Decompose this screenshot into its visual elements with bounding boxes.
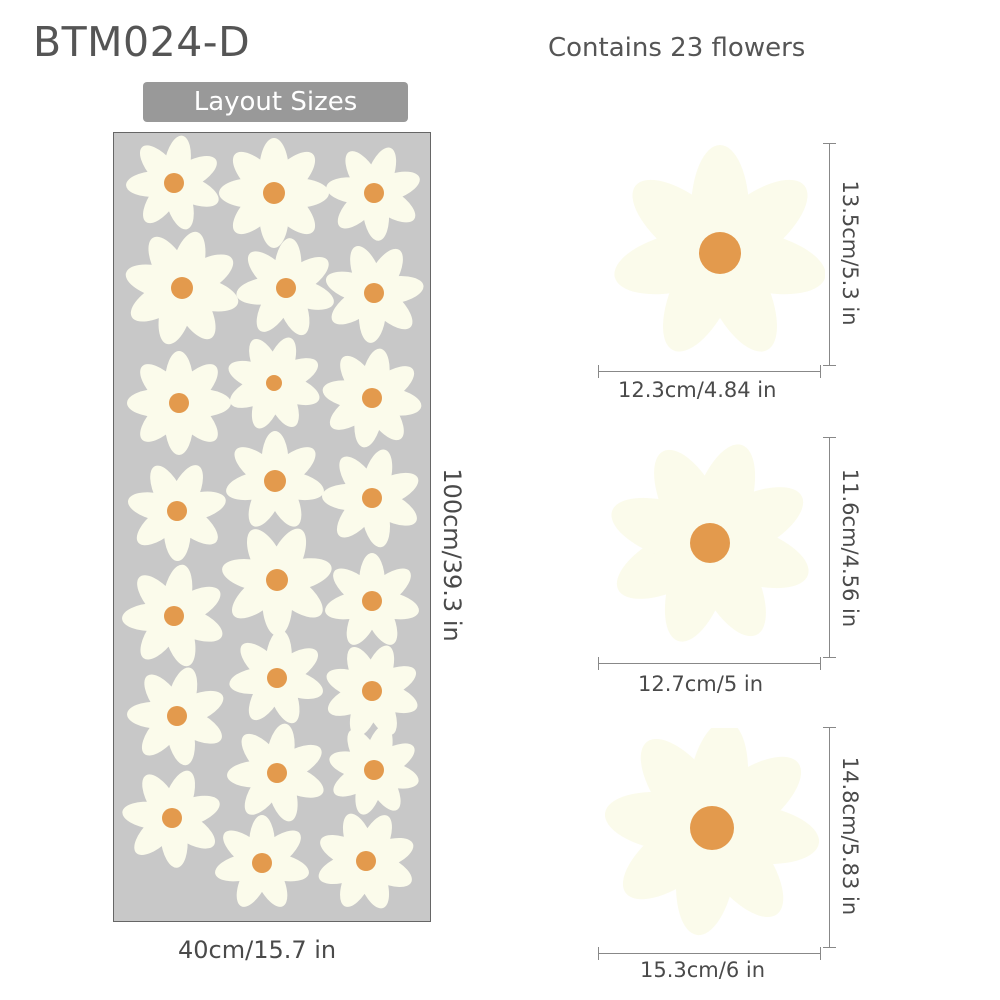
flower-center [266, 375, 282, 391]
sheet-flower [122, 770, 220, 868]
flower-1-height-tick-top [823, 143, 836, 144]
flower-2-height-tick-bottom [823, 657, 836, 658]
flower-center [164, 606, 184, 626]
flower-center [364, 283, 384, 303]
flower-2-width-tick-right [820, 657, 821, 670]
flower-3-height-tick-top [823, 727, 836, 728]
sticker-sheet-flowers [122, 135, 424, 909]
flower-2-width-label: 12.7cm/5 in [638, 672, 764, 696]
flower-3-width-tick-right [820, 947, 821, 960]
flower-center [162, 808, 182, 828]
sheet-flower [329, 725, 419, 815]
flower-1-height-line [829, 143, 830, 365]
flower-center [362, 488, 382, 508]
flower-3-width-label: 15.3cm/6 in [640, 958, 766, 982]
flower-2-illustration [611, 444, 809, 642]
flower-center [362, 591, 382, 611]
flower-center [364, 183, 384, 203]
sheet-flower [127, 465, 226, 561]
flower-1-illustration [614, 145, 825, 352]
sheet-flower [127, 351, 231, 455]
flower-center [276, 278, 296, 298]
sheet-flower [228, 337, 320, 429]
sheet-flower [125, 231, 239, 345]
sheet-height-label: 100cm/39.3 in [438, 468, 466, 642]
flower-2 [611, 444, 809, 642]
flower-2-height-tick-top [823, 437, 836, 438]
flower-count-text: Contains 23 flowers [548, 33, 806, 63]
flower-3-height-tick-bottom [823, 947, 836, 948]
flower-1 [614, 145, 825, 352]
flower-center [690, 806, 734, 850]
sheet-flower [326, 645, 418, 737]
sheet-flower [126, 135, 219, 230]
flower-3-illustration [604, 728, 820, 936]
flower-3-height-line [829, 727, 830, 947]
flower-2-width-tick-left [598, 657, 599, 670]
flower-center [169, 393, 189, 413]
flower-center [699, 232, 741, 274]
flower-2-width-line [598, 663, 820, 664]
sheet-flower [127, 667, 224, 766]
flower-center [267, 668, 287, 688]
flower-center [164, 173, 184, 193]
sheet-flower [215, 815, 309, 907]
flower-2-height-label: 11.6cm/4.56 in [838, 468, 862, 628]
flower-center [364, 760, 384, 780]
flower-1-height-tick-bottom [823, 365, 836, 366]
sheet-flower [226, 431, 324, 527]
sticker-sheet [113, 132, 431, 922]
flower-center [690, 523, 730, 563]
flower-1-width-label: 12.3cm/4.84 in [618, 378, 777, 402]
sheet-flower [229, 630, 323, 724]
flower-center [356, 851, 376, 871]
sheet-flower [122, 564, 223, 667]
flower-1-width-tick-right [820, 365, 821, 378]
flower-3 [604, 728, 820, 936]
sheet-flower [325, 246, 424, 343]
sheet-flower [322, 449, 419, 548]
flower-1-width-tick-left [598, 365, 599, 378]
sheet-flower [325, 553, 419, 645]
flower-center [362, 388, 382, 408]
flower-center [266, 569, 288, 591]
flower-center [167, 706, 187, 726]
flower-center [264, 470, 286, 492]
product-code: BTM024-D [33, 18, 251, 66]
flower-3-height-label: 14.8cm/5.83 in [838, 756, 862, 916]
sheet-flower [222, 528, 332, 636]
sheet-flower [326, 147, 420, 241]
flower-2-height-line [829, 437, 830, 657]
sheet-flower [219, 138, 329, 248]
sheet-flower [236, 238, 334, 336]
flower-3-width-line [598, 953, 820, 954]
flower-3-width-tick-left [598, 947, 599, 960]
flower-center [362, 681, 382, 701]
sheet-width-label: 40cm/15.7 in [178, 936, 337, 964]
flower-center [171, 277, 193, 299]
flower-1-width-line [598, 371, 820, 372]
sheet-flower [322, 348, 422, 448]
sheet-flower [227, 723, 324, 822]
flower-center [252, 853, 272, 873]
flower-1-height-label: 13.5cm/5.3 in [838, 180, 862, 326]
flower-center [263, 182, 285, 204]
flower-center [267, 763, 287, 783]
sheet-flower [318, 813, 414, 909]
flower-center [167, 501, 187, 521]
layout-sizes-banner: Layout Sizes [143, 82, 408, 122]
